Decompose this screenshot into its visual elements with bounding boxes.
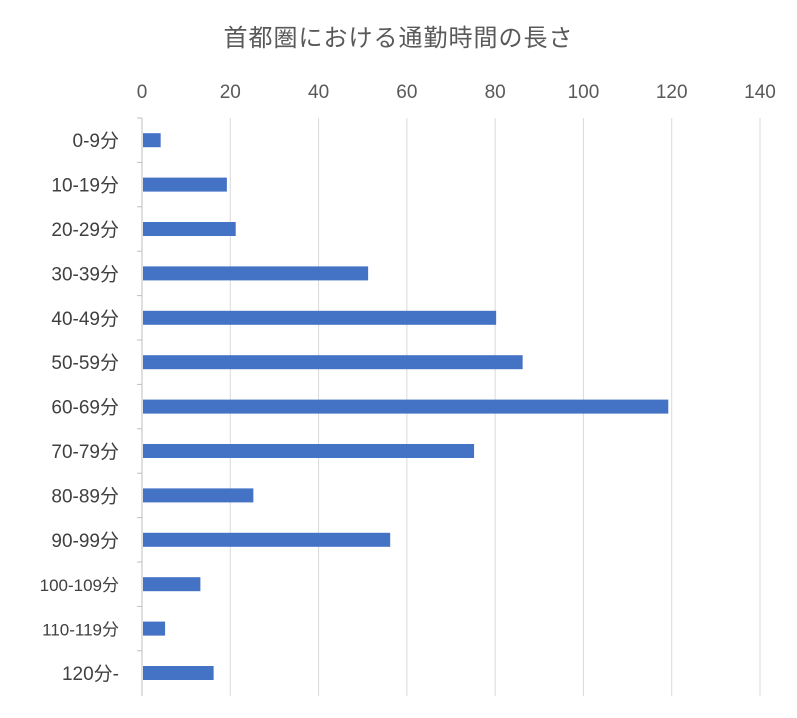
x-tick-label-120: 120 bbox=[656, 82, 688, 103]
category-label: 80-89分 bbox=[51, 485, 119, 507]
bar-10-19分 bbox=[143, 177, 227, 192]
bar-110-119分 bbox=[143, 621, 166, 636]
category-label: 30-39分 bbox=[51, 263, 119, 285]
x-tick-label-60: 60 bbox=[396, 82, 417, 103]
x-tick-label-20: 20 bbox=[220, 82, 241, 103]
category-label: 120分- bbox=[62, 663, 119, 685]
bar-80-89分 bbox=[143, 488, 254, 503]
category-label: 60-69分 bbox=[51, 397, 119, 419]
bar-120分- bbox=[143, 666, 214, 680]
chart-title: 首都圏における通勤時間の長さ bbox=[223, 24, 574, 52]
bar-20-29分 bbox=[143, 222, 236, 236]
category-label: 100-109分 bbox=[40, 576, 119, 595]
bar-30-39分 bbox=[143, 266, 369, 281]
category-label: 0-9分 bbox=[73, 130, 119, 152]
category-label: 40-49分 bbox=[51, 308, 119, 330]
category-label: 50-59分 bbox=[51, 352, 119, 374]
category-label: 10-19分 bbox=[51, 175, 119, 197]
bar-90-99分 bbox=[143, 532, 391, 547]
category-label: 20-29分 bbox=[51, 219, 119, 241]
bar-40-49分 bbox=[143, 310, 497, 325]
category-label: 90-99分 bbox=[51, 530, 119, 552]
bar-50-59分 bbox=[143, 355, 523, 370]
category-label: 110-119分 bbox=[42, 621, 119, 640]
x-tick-label-140: 140 bbox=[744, 82, 776, 103]
x-tick-label-0: 0 bbox=[137, 82, 148, 103]
bar-100-109分 bbox=[143, 577, 201, 592]
bar-0-9分 bbox=[143, 133, 161, 148]
x-tick-label-100: 100 bbox=[568, 82, 600, 103]
bar-70-79分 bbox=[143, 444, 475, 458]
bar-60-69分 bbox=[143, 399, 669, 414]
category-label: 70-79分 bbox=[51, 441, 119, 463]
x-tick-label-80: 80 bbox=[485, 82, 506, 103]
x-tick-label-40: 40 bbox=[308, 82, 329, 103]
